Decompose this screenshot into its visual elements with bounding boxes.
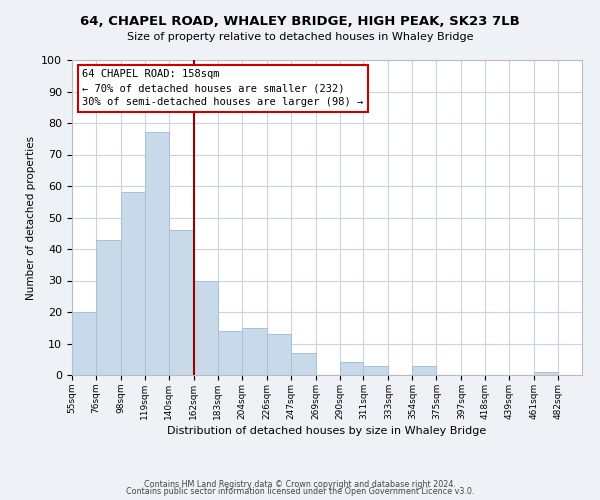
Bar (121, 192, 145, 375)
Bar (145, 132, 169, 375)
Bar (169, 230, 194, 375)
X-axis label: Distribution of detached houses by size in Whaley Bridge: Distribution of detached houses by size … (167, 426, 487, 436)
Text: Size of property relative to detached houses in Whaley Bridge: Size of property relative to detached ho… (127, 32, 473, 42)
Bar (340, 362, 364, 375)
Bar (194, 280, 218, 375)
Y-axis label: Number of detached properties: Number of detached properties (26, 136, 36, 300)
Bar (364, 366, 388, 375)
Bar (290, 353, 316, 375)
Bar (72, 312, 96, 375)
Bar (412, 366, 436, 375)
Bar (534, 372, 558, 375)
Bar (242, 328, 266, 375)
Text: 64 CHAPEL ROAD: 158sqm
← 70% of detached houses are smaller (232)
30% of semi-de: 64 CHAPEL ROAD: 158sqm ← 70% of detached… (82, 70, 364, 108)
Text: 64, CHAPEL ROAD, WHALEY BRIDGE, HIGH PEAK, SK23 7LB: 64, CHAPEL ROAD, WHALEY BRIDGE, HIGH PEA… (80, 15, 520, 28)
Text: Contains public sector information licensed under the Open Government Licence v3: Contains public sector information licen… (126, 488, 474, 496)
Text: Contains HM Land Registry data © Crown copyright and database right 2024.: Contains HM Land Registry data © Crown c… (144, 480, 456, 489)
Bar (266, 334, 290, 375)
Bar (96, 240, 121, 375)
Bar (218, 331, 242, 375)
